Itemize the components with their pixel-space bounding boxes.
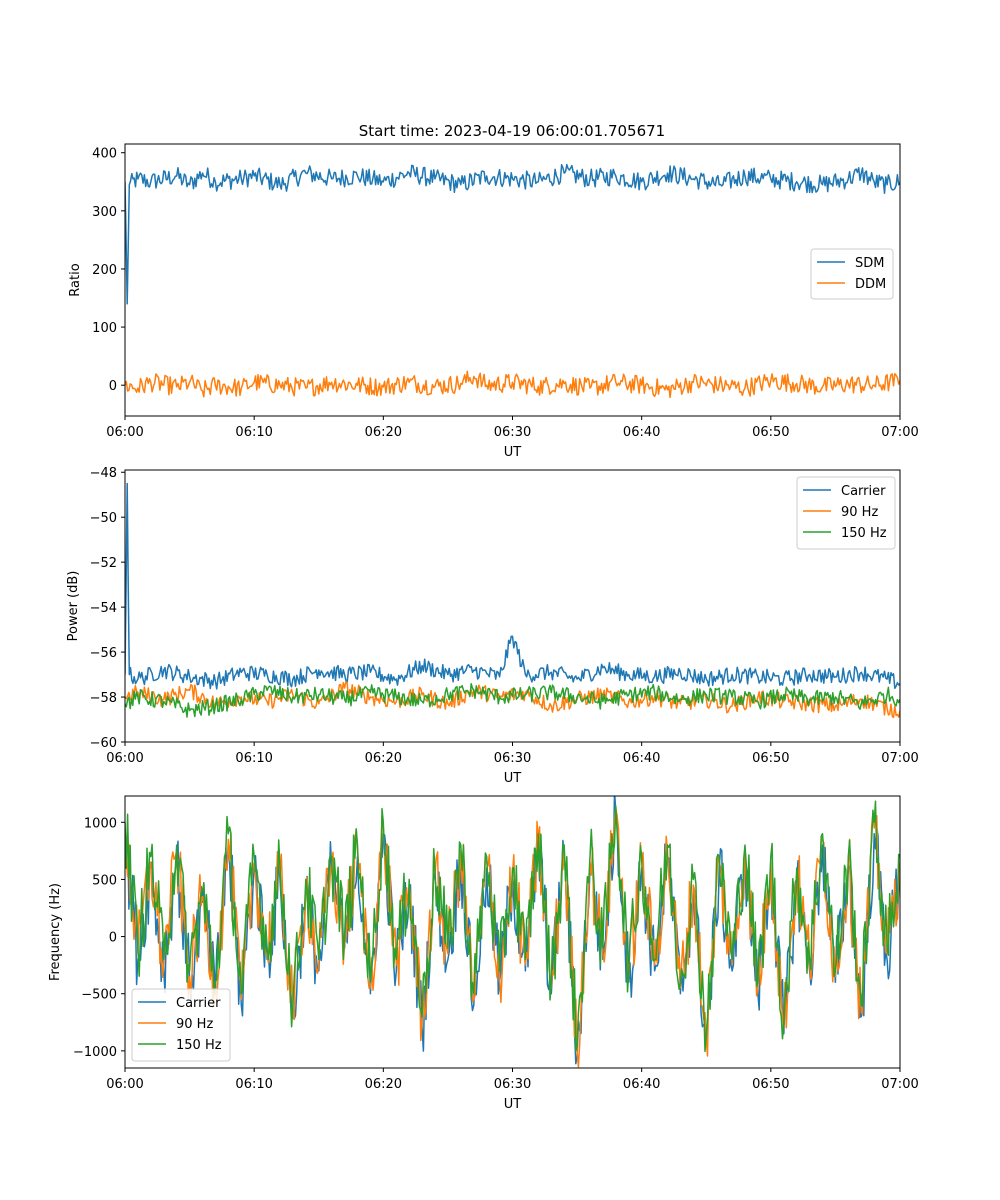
- x-axis-label: UT: [504, 445, 522, 460]
- x-tick-label: 06:10: [235, 425, 272, 440]
- x-tick-label: 06:20: [365, 1077, 402, 1092]
- y-axis-label: Power (dB): [66, 571, 81, 642]
- y-axis-label: Ratio: [68, 263, 83, 296]
- x-axis-label: UT: [504, 1097, 522, 1112]
- legend-label: 90 Hz: [176, 1017, 213, 1032]
- legend-box: [796, 476, 896, 550]
- chart-panel-1: 06:00 06:10 06:20 06:30 06:40 06:50 07:00 0 100 2…: [68, 143, 919, 460]
- x-tick-label: 06:00: [106, 1077, 143, 1092]
- y-tick-label: −52: [90, 556, 117, 571]
- chart-panel-2: 06:00 06:10 06:20 06:30 06:40 06:50 07:00 −60 −5…: [66, 466, 919, 786]
- y-tick-label: −500: [81, 988, 117, 1003]
- series-line-150-hz: [125, 800, 900, 1053]
- y-tick-label: 500: [92, 873, 117, 888]
- legend-label: Carrier: [841, 484, 886, 499]
- legend-label: DDM: [855, 277, 886, 292]
- y-tick-label: 400: [92, 147, 117, 162]
- y-tick-label: 200: [92, 263, 117, 278]
- y-tick-label: 0: [109, 379, 117, 394]
- legend-label: SDM: [855, 256, 884, 271]
- series-line-sdm: [125, 163, 900, 305]
- series-line-ddm: [125, 370, 900, 399]
- x-tick-label: 06:20: [365, 425, 402, 440]
- x-tick-label: 06:00: [106, 425, 143, 440]
- legend: Carrier 90 Hz 150 Hz: [131, 988, 231, 1062]
- y-tick-label: −60: [90, 736, 117, 751]
- legend-label: 150 Hz: [176, 1038, 222, 1053]
- x-tick-label: 06:40: [623, 751, 660, 766]
- chart-panel-3: 06:00 06:10 06:20 06:30 06:40 06:50 07:00 −1000…: [48, 795, 919, 1112]
- series-line-carrier: [125, 482, 900, 690]
- x-tick-label: 06:10: [235, 751, 272, 766]
- x-tick-label: 07:00: [881, 1077, 918, 1092]
- y-tick-label: 100: [92, 321, 117, 336]
- x-tick-label: 07:00: [881, 751, 918, 766]
- legend-label: Carrier: [176, 996, 221, 1011]
- legend-label: 150 Hz: [841, 526, 887, 541]
- y-tick-label: −56: [90, 646, 117, 661]
- y-tick-label: 300: [92, 205, 117, 220]
- y-tick-label: −1000: [73, 1045, 117, 1060]
- x-tick-label: 06:00: [106, 751, 143, 766]
- plot-frame: [124, 143, 901, 417]
- legend: SDM DDM: [810, 248, 894, 300]
- y-tick-label: −54: [90, 601, 117, 616]
- y-tick-label: −58: [90, 691, 117, 706]
- x-tick-label: 06:30: [494, 1077, 531, 1092]
- x-tick-label: 06:30: [494, 751, 531, 766]
- x-tick-label: 06:50: [752, 1077, 789, 1092]
- x-tick-label: 06:50: [752, 751, 789, 766]
- x-tick-label: 06:40: [623, 425, 660, 440]
- y-tick-label: −48: [90, 466, 117, 481]
- y-tick-label: 0: [109, 931, 117, 946]
- y-tick-label: 1000: [84, 816, 117, 831]
- figure-title: Start time: 2023-04-19 06:00:01.705671: [359, 122, 665, 140]
- x-tick-label: 06:50: [752, 425, 789, 440]
- x-tick-label: 07:00: [881, 425, 918, 440]
- legend-box: [131, 988, 231, 1062]
- series-line-150-hz: [125, 683, 900, 718]
- x-tick-label: 06:20: [365, 751, 402, 766]
- x-tick-label: 06:40: [623, 1077, 660, 1092]
- y-tick-label: −50: [90, 511, 117, 526]
- legend-label: 90 Hz: [841, 505, 878, 520]
- y-axis-label: Frequency (Hz): [48, 883, 63, 981]
- x-tick-label: 06:30: [494, 425, 531, 440]
- x-axis-label: UT: [504, 771, 522, 786]
- legend: Carrier 90 Hz 150 Hz: [796, 476, 896, 550]
- x-tick-label: 06:10: [235, 1077, 272, 1092]
